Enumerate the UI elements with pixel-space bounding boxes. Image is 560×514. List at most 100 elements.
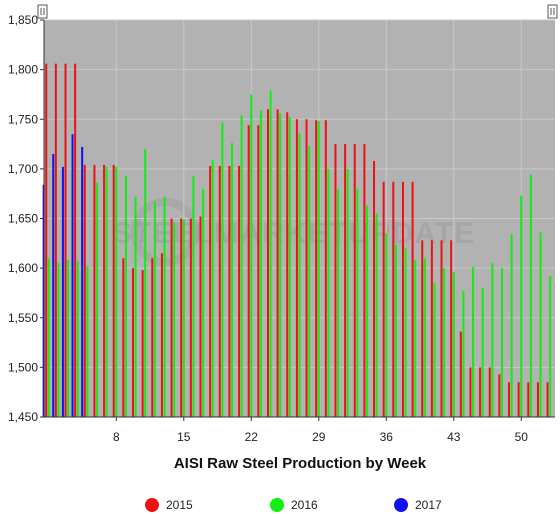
bar-2016-week-29[interactable]	[317, 121, 320, 418]
bar-2016-week-41[interactable]	[433, 283, 436, 417]
bar-2016-week-37[interactable]	[394, 244, 397, 417]
bar-2015-week-44[interactable]	[459, 331, 462, 417]
bar-2015-week-5[interactable]	[83, 164, 86, 417]
bar-2016-week-14[interactable]	[173, 222, 176, 417]
bar-2016-week-51[interactable]	[529, 174, 532, 417]
bar-2016-week-6[interactable]	[96, 182, 99, 417]
bar-2016-week-26[interactable]	[288, 117, 291, 417]
bar-2015-week-48[interactable]	[498, 374, 501, 417]
bar-2015-week-23[interactable]	[257, 125, 260, 417]
bar-2015-week-9[interactable]	[122, 258, 125, 417]
bar-2016-week-43[interactable]	[452, 272, 455, 417]
bar-2016-week-3[interactable]	[67, 260, 70, 417]
bar-2016-week-7[interactable]	[105, 166, 108, 417]
scroll-handle-left[interactable]	[37, 4, 48, 19]
bar-2016-week-24[interactable]	[269, 90, 272, 417]
bar-2016-week-30[interactable]	[327, 168, 330, 418]
bar-2015-week-53[interactable]	[546, 382, 549, 417]
bar-2015-week-1[interactable]	[45, 63, 48, 418]
bar-2016-week-16[interactable]	[192, 175, 195, 417]
bar-2017-week-3[interactable]	[61, 166, 64, 417]
bar-2016-week-34[interactable]	[365, 205, 368, 417]
bar-2016-week-23[interactable]	[259, 110, 262, 417]
bar-2016-week-18[interactable]	[211, 159, 214, 417]
bar-2015-week-14[interactable]	[170, 218, 173, 418]
bar-2015-week-52[interactable]	[536, 382, 539, 417]
bar-2016-week-2[interactable]	[57, 263, 60, 417]
bar-2015-week-2[interactable]	[54, 63, 57, 418]
bar-2015-week-47[interactable]	[488, 367, 491, 418]
bar-2015-week-33[interactable]	[353, 144, 356, 417]
bar-2016-week-38[interactable]	[404, 248, 407, 417]
bar-2016-week-31[interactable]	[337, 188, 340, 417]
bar-2016-week-11[interactable]	[144, 149, 147, 417]
bar-2015-week-7[interactable]	[103, 164, 106, 417]
bar-2015-week-51[interactable]	[527, 382, 530, 417]
bar-2016-week-20[interactable]	[231, 143, 234, 417]
bar-2017-week-5[interactable]	[81, 147, 84, 418]
bar-2016-week-21[interactable]	[240, 115, 243, 417]
bar-2016-week-22[interactable]	[250, 94, 253, 417]
bar-2016-week-40[interactable]	[423, 258, 426, 417]
bar-2015-week-3[interactable]	[64, 63, 67, 418]
bar-2016-week-47[interactable]	[491, 263, 494, 417]
bar-2015-week-46[interactable]	[479, 367, 482, 418]
bar-2015-week-45[interactable]	[469, 367, 472, 418]
bar-2016-week-28[interactable]	[308, 146, 311, 418]
bar-2015-week-17[interactable]	[199, 216, 202, 417]
bar-2016-week-52[interactable]	[539, 232, 542, 417]
bar-2015-week-41[interactable]	[430, 240, 433, 417]
scroll-handle-right[interactable]	[547, 4, 558, 19]
bar-2015-week-8[interactable]	[112, 164, 115, 417]
bar-2016-week-10[interactable]	[134, 196, 137, 417]
bar-2015-week-15[interactable]	[180, 218, 183, 418]
bar-2015-week-29[interactable]	[315, 120, 318, 418]
bar-2015-week-21[interactable]	[238, 165, 241, 417]
bar-2015-week-11[interactable]	[141, 270, 144, 417]
bar-2015-week-38[interactable]	[401, 181, 404, 417]
bar-2015-week-6[interactable]	[93, 164, 96, 417]
bar-2015-week-16[interactable]	[189, 218, 192, 418]
bar-2016-week-1[interactable]	[47, 258, 50, 417]
legend-item-2017[interactable]: 2017	[394, 498, 442, 512]
bar-2016-week-4[interactable]	[76, 261, 79, 417]
bar-2016-week-50[interactable]	[520, 195, 523, 417]
bar-2015-week-42[interactable]	[440, 240, 443, 417]
legend-item-2016[interactable]: 2016	[270, 498, 318, 512]
bar-2016-week-12[interactable]	[153, 201, 156, 417]
legend-item-2015[interactable]: 2015	[145, 498, 193, 512]
bar-2015-week-40[interactable]	[421, 240, 424, 417]
bar-2015-week-20[interactable]	[228, 165, 231, 417]
bar-2016-week-45[interactable]	[472, 267, 475, 417]
bar-2016-week-5[interactable]	[86, 266, 89, 417]
bar-2015-week-50[interactable]	[517, 382, 520, 417]
bar-2015-week-12[interactable]	[151, 258, 154, 417]
bar-2015-week-30[interactable]	[324, 120, 327, 418]
bar-2015-week-39[interactable]	[411, 181, 414, 417]
bar-2016-week-19[interactable]	[221, 122, 224, 417]
bar-2016-week-25[interactable]	[279, 113, 282, 418]
bar-2015-week-26[interactable]	[286, 112, 289, 418]
bar-2016-week-8[interactable]	[115, 166, 118, 417]
bar-2016-week-13[interactable]	[163, 196, 166, 417]
bar-2015-week-35[interactable]	[373, 160, 376, 417]
bar-2015-week-34[interactable]	[363, 144, 366, 417]
bar-2015-week-25[interactable]	[276, 109, 279, 417]
bar-2015-week-22[interactable]	[247, 125, 250, 417]
bar-2015-week-4[interactable]	[74, 63, 77, 418]
bar-2015-week-32[interactable]	[344, 144, 347, 417]
bar-2016-week-36[interactable]	[385, 233, 388, 417]
bar-2016-week-15[interactable]	[182, 219, 185, 417]
bar-2016-week-39[interactable]	[414, 260, 417, 417]
bar-2016-week-35[interactable]	[375, 213, 378, 417]
bar-2016-week-44[interactable]	[462, 290, 465, 417]
bar-2015-week-43[interactable]	[450, 240, 453, 417]
bar-2016-week-42[interactable]	[443, 268, 446, 418]
bar-2015-week-37[interactable]	[392, 181, 395, 417]
bar-2016-week-32[interactable]	[346, 168, 349, 418]
bar-2016-week-33[interactable]	[356, 188, 359, 417]
bar-2017-week-2[interactable]	[52, 153, 55, 418]
bar-2015-week-19[interactable]	[218, 165, 221, 417]
bar-2016-week-9[interactable]	[124, 175, 127, 417]
bar-2015-week-18[interactable]	[209, 165, 212, 417]
